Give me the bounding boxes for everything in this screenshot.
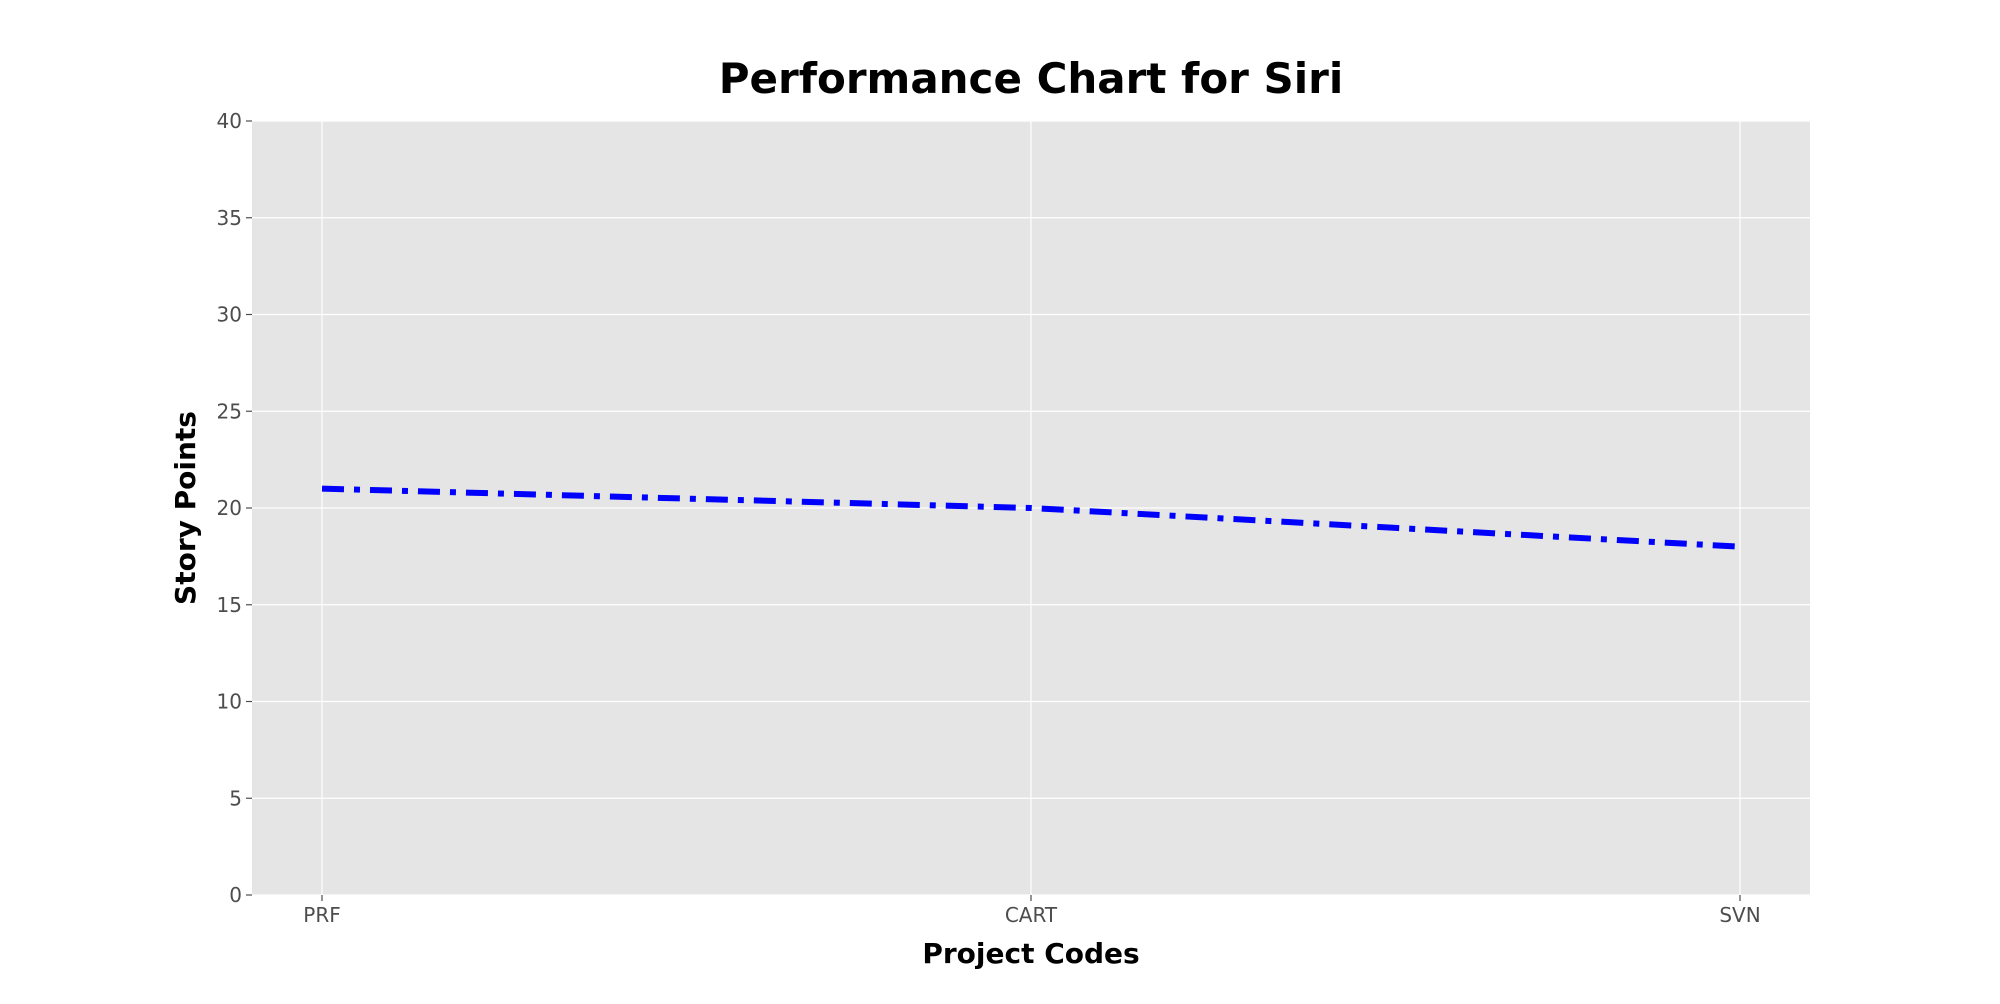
y-tick-label: 10 (217, 690, 242, 714)
y-tick-label: 0 (229, 883, 242, 907)
y-tick-label: 40 (217, 109, 242, 133)
y-tick-label: 5 (229, 786, 242, 810)
x-tick-label: CART (1005, 903, 1058, 927)
y-axis-label: Story Points (169, 411, 202, 605)
y-tick-label: 25 (217, 399, 242, 423)
chart-title: Performance Chart for Siri (719, 54, 1344, 103)
x-axis-label: Project Codes (922, 937, 1139, 970)
y-tick-label: 20 (217, 496, 242, 520)
y-tick-label: 15 (217, 593, 242, 617)
x-tick-label: PRF (303, 903, 340, 927)
x-tick-label: SVN (1719, 903, 1760, 927)
y-tick-label: 30 (217, 303, 242, 327)
y-tick-label: 35 (217, 206, 242, 230)
